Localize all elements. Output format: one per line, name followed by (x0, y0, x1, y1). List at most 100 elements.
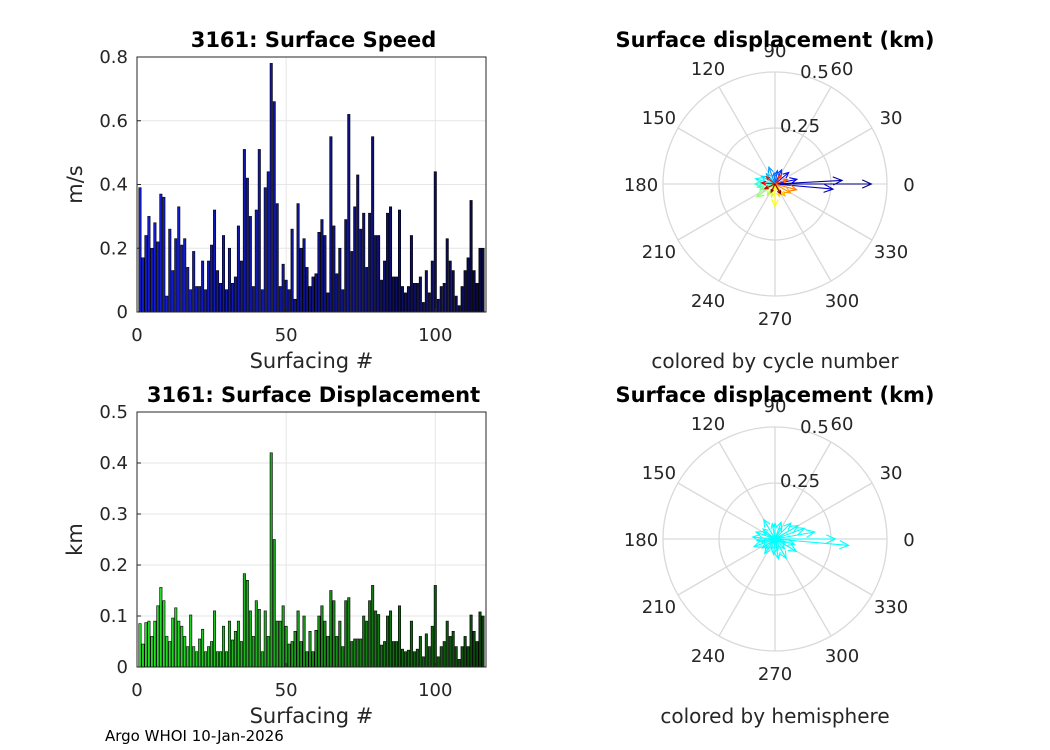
bar (412, 283, 416, 313)
bar (406, 649, 410, 668)
angular-grid-spoke (677, 127, 776, 185)
bar (323, 620, 327, 668)
bar (395, 276, 399, 313)
displacement-vector (763, 183, 776, 190)
bar (299, 641, 303, 668)
bar (162, 196, 166, 313)
bar (445, 620, 449, 668)
displacement-vector (751, 533, 776, 542)
angle-label: 60 (831, 59, 854, 80)
bar (374, 610, 378, 668)
bar (216, 270, 220, 313)
bar (418, 636, 422, 668)
bar (260, 651, 264, 668)
displacement-vector (774, 183, 798, 192)
angular-grid-spoke (718, 183, 776, 282)
bar (269, 452, 273, 668)
displacement-vector (771, 538, 777, 556)
bar (219, 651, 223, 668)
y-tick-label: 0 (117, 657, 128, 678)
bar (168, 228, 172, 313)
bar (189, 614, 193, 668)
bar (281, 605, 285, 668)
bar (174, 607, 178, 668)
bar (317, 232, 321, 313)
bar (186, 646, 190, 668)
displacement-vector (764, 538, 776, 550)
angle-label: 0 (903, 175, 914, 196)
bar (451, 630, 455, 668)
displacement-vector (771, 184, 779, 208)
bar (335, 636, 339, 668)
x-tick-label: 100 (418, 325, 452, 346)
bar (210, 641, 214, 668)
bar (433, 171, 437, 313)
angle-label: 60 (831, 414, 854, 435)
bar (469, 200, 473, 313)
bar (236, 225, 240, 313)
bar (365, 267, 369, 313)
angle-label: 300 (825, 646, 859, 667)
displacement-vector (774, 538, 780, 552)
radial-tick-label: 0.25 (780, 116, 820, 137)
chart-caption: colored by cycle number (651, 349, 899, 373)
x-axis-label: Surfacing # (250, 349, 374, 373)
bar (320, 605, 324, 668)
bar (141, 643, 145, 668)
bar (290, 641, 294, 668)
bar (317, 615, 321, 668)
angle-label: 150 (642, 463, 676, 484)
bar (430, 625, 434, 668)
bar (392, 641, 396, 668)
y-tick-label: 0.6 (99, 111, 128, 132)
angle-label: 210 (642, 242, 676, 263)
angle-label: 330 (874, 597, 908, 618)
bar (248, 610, 252, 668)
bar (326, 292, 330, 313)
bar (353, 638, 357, 668)
bar (415, 648, 419, 668)
angular-grid-spoke (677, 538, 776, 596)
bar (266, 171, 270, 313)
polar-cycle-chart: 0 30 60 90 120 150 180 210 240 270 300 330 0.25 0.5 S… (615, 28, 934, 373)
bar (365, 620, 369, 668)
angular-grid-spoke (718, 538, 776, 637)
x-axis-label: Surfacing # (250, 704, 374, 728)
angle-label: 180 (624, 175, 658, 196)
bar (415, 283, 419, 313)
bar (275, 203, 279, 313)
bar (389, 206, 393, 313)
displacement-vector (762, 531, 776, 540)
bar (335, 273, 339, 313)
bar (147, 216, 151, 313)
bar (362, 615, 366, 668)
x-tick-label: 50 (275, 680, 298, 701)
bar (177, 620, 181, 668)
bar (144, 622, 148, 668)
bar (305, 267, 309, 313)
bar (165, 636, 169, 668)
bar (183, 238, 187, 313)
angle-label: 330 (874, 242, 908, 263)
displacement-vector (774, 169, 780, 185)
bar (380, 279, 384, 313)
bar (198, 286, 202, 313)
bar (290, 228, 294, 313)
bar (233, 630, 237, 668)
angle-label: 30 (880, 108, 903, 129)
bar (204, 289, 208, 313)
bar (216, 651, 220, 668)
bar (260, 289, 264, 313)
bar (186, 267, 190, 313)
displacement-vector (767, 165, 776, 185)
y-tick-label: 0.5 (99, 402, 128, 423)
footer-credit: Argo WHOI 10-Jan-2026 (105, 727, 284, 745)
angle-label: 180 (624, 530, 658, 551)
bar (359, 638, 363, 668)
bar (213, 209, 217, 313)
angle-label: 270 (758, 309, 792, 330)
bar (475, 641, 479, 668)
bar (201, 260, 205, 313)
bar (227, 247, 231, 313)
